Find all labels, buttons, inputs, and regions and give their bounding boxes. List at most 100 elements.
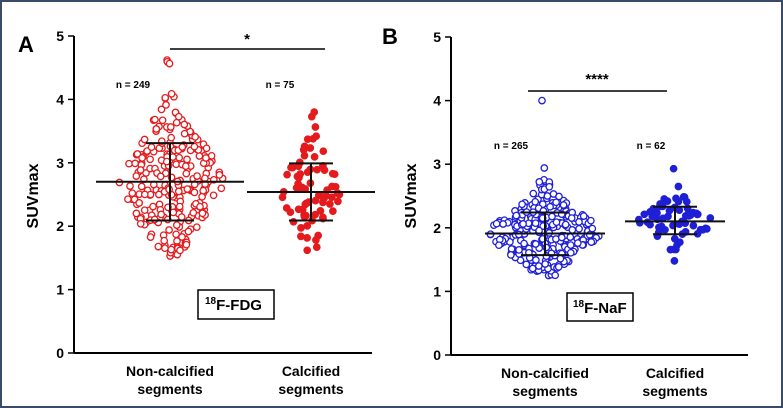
- data-point: [167, 245, 176, 254]
- data-point: [520, 239, 528, 248]
- panel-a-xtick-calcified-line2: segments: [278, 381, 344, 397]
- data-point: [175, 202, 184, 211]
- data-point: [136, 166, 145, 174]
- data-point: [160, 236, 169, 245]
- data-point: [556, 254, 565, 263]
- data-point: [575, 224, 583, 233]
- data-point: [329, 207, 337, 215]
- data-point: [183, 155, 191, 164]
- data-point: [297, 232, 305, 241]
- panel-a-n-noncalcified: n = 249: [116, 80, 151, 91]
- data-point: [154, 242, 163, 251]
- data-point: [174, 112, 183, 121]
- panel-b-xtick-noncalcified-line1: Non-calcified: [501, 365, 589, 381]
- data-point: [140, 135, 149, 144]
- data-point: [664, 212, 672, 221]
- data-point: [670, 234, 679, 243]
- data-point: [165, 59, 174, 68]
- data-point: [180, 129, 189, 138]
- panel-b-tracer-box: [566, 292, 634, 322]
- data-point: [131, 159, 139, 168]
- data-point: [283, 170, 291, 179]
- data-point: [183, 185, 192, 193]
- data-point: [193, 172, 201, 180]
- data-point: [125, 159, 133, 168]
- panel-b-ytick-label: 3: [433, 156, 441, 172]
- panel-b-ytick-label: 5: [433, 29, 441, 45]
- data-point: [588, 224, 597, 233]
- data-point: [531, 240, 540, 248]
- data-point: [316, 207, 325, 215]
- data-point: [161, 93, 170, 102]
- data-point: [566, 248, 575, 257]
- data-point: [278, 193, 287, 202]
- data-point: [512, 211, 521, 220]
- panel-b-ytick-label: 0: [433, 347, 441, 363]
- panel-a-tracer-superscript: 18: [205, 296, 217, 307]
- data-point: [670, 257, 679, 265]
- data-point: [140, 190, 149, 199]
- data-point: [217, 184, 226, 193]
- data-point: [518, 200, 526, 209]
- panel-b: B SUVmax 0 1 2 3 4 5 **** n = 265 n = 62…: [382, 24, 748, 399]
- data-point: [180, 120, 189, 129]
- data-point: [545, 182, 554, 191]
- data-point: [167, 89, 176, 98]
- data-point: [151, 115, 159, 124]
- data-point: [672, 194, 680, 203]
- panel-a: A SUVmax 0 1 2 3 4 5 * n = 249 n = 75 18…: [18, 28, 375, 397]
- data-point: [157, 105, 166, 114]
- data-point: [698, 225, 707, 234]
- panel-a-ytick-label: 1: [56, 282, 64, 298]
- data-point: [538, 96, 546, 105]
- data-point: [567, 214, 576, 222]
- data-point: [693, 210, 702, 219]
- data-point: [167, 133, 176, 142]
- data-point: [561, 220, 570, 229]
- data-point: [554, 263, 563, 271]
- data-point: [176, 246, 184, 255]
- panel-b-n-calcified: n = 62: [637, 141, 666, 152]
- data-point: [559, 201, 568, 209]
- data-point: [534, 262, 543, 270]
- panel-b-calcified-mean-sd: [625, 205, 725, 236]
- data-point: [287, 163, 295, 172]
- data-point: [548, 212, 556, 221]
- panel-b-significance-label: ****: [585, 71, 609, 88]
- data-point: [546, 202, 554, 211]
- data-point: [535, 178, 544, 186]
- data-point: [135, 199, 144, 207]
- data-point: [566, 233, 575, 241]
- data-point: [182, 240, 191, 249]
- data-point: [666, 245, 675, 254]
- data-point: [140, 206, 149, 215]
- data-point: [313, 165, 321, 174]
- data-point: [575, 218, 583, 226]
- data-point: [292, 183, 301, 192]
- data-point: [132, 172, 141, 180]
- panel-b-xtick-noncalcified-line2: segments: [512, 383, 578, 399]
- data-point: [190, 142, 199, 151]
- data-point: [674, 182, 683, 191]
- panel-b-xtick-calcified-line1: Calcified: [646, 365, 704, 381]
- panel-a-ytick-label: 2: [56, 218, 64, 234]
- data-point: [515, 246, 523, 254]
- data-point: [495, 241, 503, 250]
- data-point: [165, 226, 173, 234]
- data-point: [182, 169, 191, 178]
- data-point: [146, 233, 155, 241]
- data-point: [169, 208, 178, 217]
- data-point: [300, 151, 309, 160]
- data-point: [311, 123, 320, 131]
- panel-a-tracer-name: F-FDG: [216, 297, 262, 314]
- data-point: [158, 116, 167, 125]
- data-point: [198, 209, 207, 218]
- data-point: [189, 208, 198, 217]
- data-point: [295, 158, 304, 167]
- data-point: [297, 224, 305, 232]
- data-point: [573, 239, 582, 247]
- data-point: [529, 189, 538, 198]
- panel-a-noncalcified-mean-sd: [96, 142, 244, 222]
- data-point: [680, 193, 689, 201]
